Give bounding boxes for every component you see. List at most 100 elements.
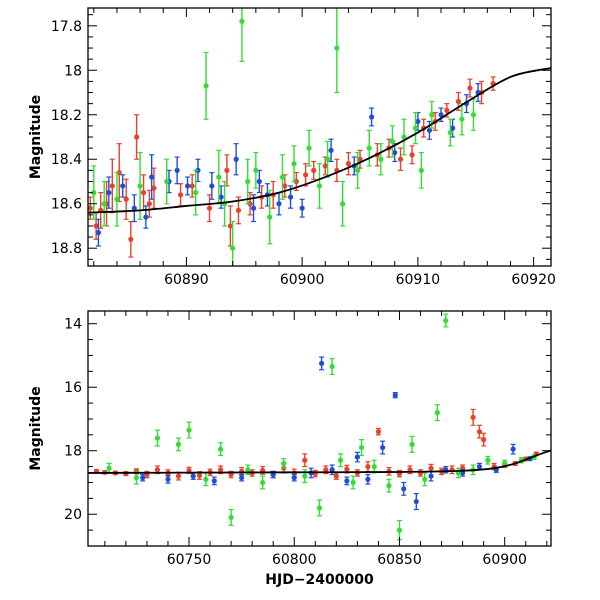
data-point — [438, 112, 444, 118]
data-point — [216, 174, 222, 180]
data-point — [334, 45, 340, 51]
panel-bottom: 60750 60800 60850 60900 14 16 18 20 Magnitude HJD… — [28, 310, 552, 588]
data-point — [149, 174, 155, 180]
data-point — [256, 178, 262, 185]
data-point — [146, 201, 152, 207]
data-point — [392, 149, 398, 156]
data-point — [459, 116, 465, 122]
data-point — [319, 360, 325, 366]
y-tick-label: 18.8 — [51, 241, 82, 257]
data-point — [253, 167, 259, 173]
data-point — [316, 505, 323, 511]
data-point — [140, 475, 146, 481]
data-point — [485, 457, 491, 463]
plot-area — [88, 8, 551, 266]
data-point — [422, 476, 428, 482]
data-point — [389, 138, 396, 145]
y-tick-label: 18 — [64, 444, 82, 460]
data-point — [302, 473, 308, 479]
panel-top: 60890 60900 60910 60920 17.8 18 18.2 18.4 18.6 18… — [28, 7, 556, 288]
series-1 — [95, 83, 481, 247]
data-point — [174, 167, 180, 173]
data-point — [426, 127, 433, 133]
data-point — [165, 476, 171, 482]
data-point — [189, 183, 195, 189]
data-point — [282, 183, 288, 189]
data-point — [95, 230, 102, 236]
data-point — [123, 196, 129, 202]
data-point — [120, 183, 126, 189]
y-axis-title: Magnitude — [28, 386, 44, 470]
data-point — [106, 465, 112, 471]
data-point — [291, 475, 297, 481]
data-point — [375, 429, 382, 435]
data-point — [245, 178, 251, 185]
data-point — [133, 475, 140, 481]
data-point — [239, 18, 245, 24]
data-point — [91, 190, 97, 196]
data-point — [134, 134, 140, 140]
x-tick-label: 60900 — [280, 272, 325, 288]
data-point — [323, 467, 329, 473]
data-point — [415, 118, 421, 125]
data-point — [93, 223, 99, 229]
data-point — [218, 194, 224, 200]
data-point — [303, 172, 309, 178]
y-axis-title: Magnitude — [28, 95, 44, 179]
data-point — [260, 479, 266, 486]
data-point — [250, 205, 257, 211]
data-point — [328, 147, 334, 153]
data-point — [344, 478, 350, 484]
x-axis-title: HJD−2400000 — [265, 572, 374, 588]
data-point — [365, 464, 371, 470]
data-point — [306, 145, 312, 151]
model-curve — [88, 449, 551, 474]
data-point — [233, 156, 239, 162]
data-point — [450, 125, 456, 131]
data-point — [128, 236, 134, 242]
data-point — [299, 205, 305, 211]
data-point — [276, 201, 282, 207]
data-point — [217, 446, 224, 452]
data-point — [209, 183, 215, 189]
data-point — [357, 156, 363, 162]
data-point — [227, 223, 233, 229]
data-point — [291, 161, 297, 167]
data-point — [164, 178, 170, 185]
plot-area — [88, 313, 551, 541]
data-point — [443, 317, 449, 324]
data-point — [178, 192, 184, 198]
data-point — [340, 201, 346, 207]
data-point — [137, 183, 143, 189]
data-point — [287, 194, 294, 200]
data-point — [401, 486, 407, 492]
data-point — [354, 454, 360, 460]
data-point — [380, 444, 386, 451]
data-point — [311, 167, 317, 173]
data-point — [366, 145, 372, 151]
data-point — [114, 196, 120, 202]
data-point — [193, 190, 199, 196]
data-point — [418, 167, 424, 173]
data-point — [476, 429, 483, 435]
data-point — [392, 392, 398, 398]
data-point — [345, 161, 352, 167]
data-point — [337, 457, 344, 463]
data-point — [203, 83, 209, 89]
data-point — [302, 457, 308, 463]
x-tick-label: 60750 — [167, 552, 212, 568]
data-point — [350, 479, 356, 486]
data-point — [196, 472, 203, 479]
series-0 — [88, 76, 496, 258]
data-point — [211, 478, 217, 484]
data-point — [502, 460, 508, 467]
data-point — [413, 498, 419, 505]
data-point — [203, 476, 209, 482]
x-tick-label: 60850 — [377, 552, 422, 568]
data-point — [396, 527, 403, 533]
y-tick-label: 20 — [64, 507, 82, 523]
data-point — [239, 475, 245, 481]
data-point — [245, 467, 251, 473]
y-tick-label: 18.6 — [51, 197, 82, 213]
